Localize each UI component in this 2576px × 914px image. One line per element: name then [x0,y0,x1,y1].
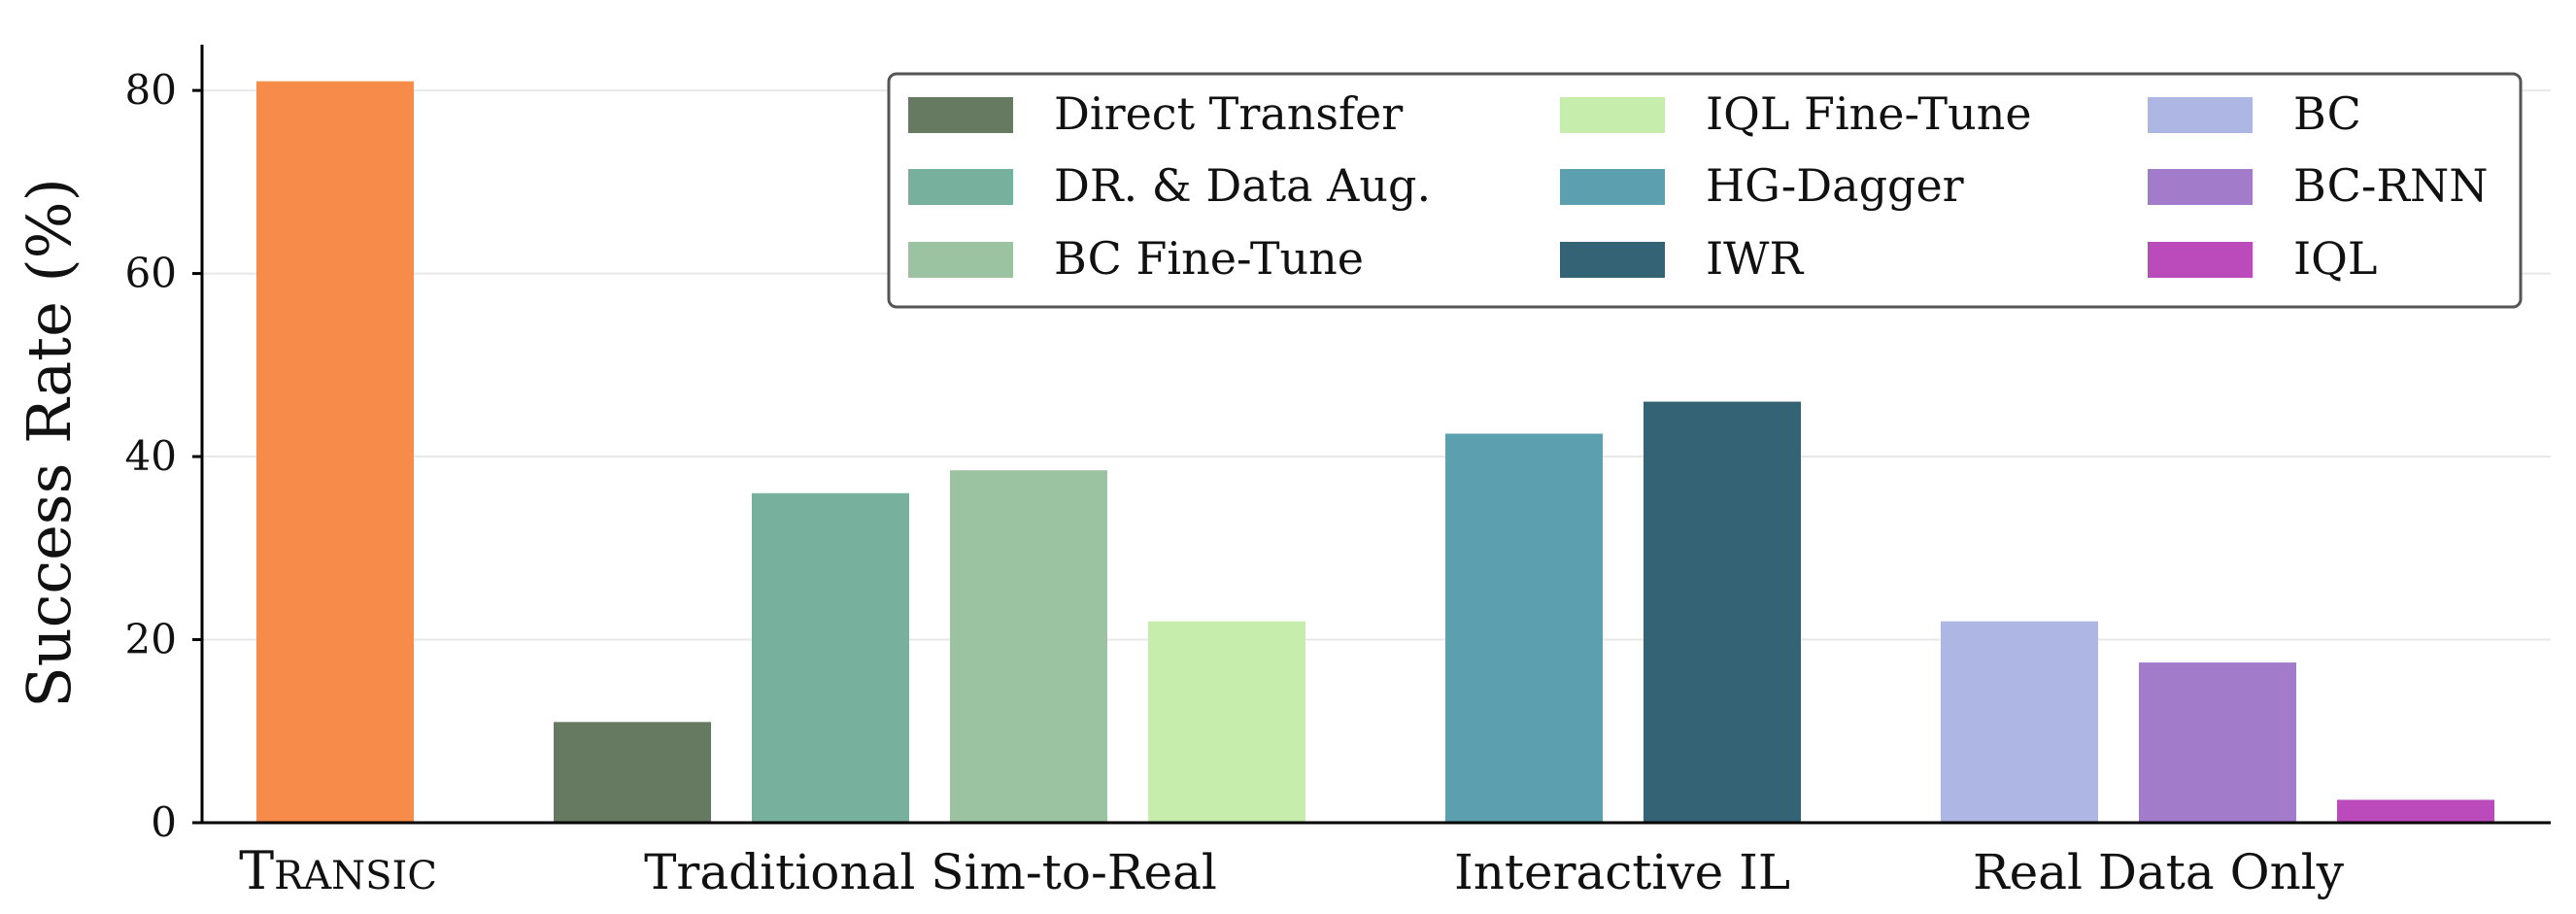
y-axis-label: Success Rate (%) [14,178,85,708]
legend-label-bc-fine-tune: BC Fine-Tune [1054,232,1364,285]
bar-iql [2337,799,2494,823]
legend-swatch-hg-dagger [1560,169,1665,205]
legend-swatch-bc-fine-tune [908,242,1013,278]
legend-label-iwr: IWR [1706,232,1804,285]
legend-swatch-iql [2148,242,2253,278]
category-label: Traditional Sim-to-Real [644,844,1217,900]
bar-iql-fine-tune [1148,621,1305,823]
legend-swatch-iwr [1560,242,1665,278]
legend-label-dr-data-aug: DR. & Data Aug. [1054,159,1431,212]
axes-layer [200,45,2551,825]
y-tick-label: 40 [125,432,177,480]
legend-label-bc-rnn: BC-RNN [2293,159,2489,212]
y-ticks: 0 20 40 60 80 [125,66,202,846]
y-tick-label: 60 [125,250,177,297]
legend-swatch-dr-data-aug [908,169,1013,205]
legend-swatch-bc-rnn [2148,169,2253,205]
bar-bc-rnn [2139,662,2296,823]
y-tick-label: 20 [125,616,177,663]
category-label: TRANSIC [239,840,437,901]
bar-bc-fine-tune [950,470,1107,823]
bar-direct-transfer [554,722,711,823]
bar-transic [256,81,414,824]
bars-layer [256,81,2494,824]
y-tick-label: 0 [151,798,177,846]
y-tick-label: 80 [125,66,177,114]
legend-label-iql-fine-tune: IQL Fine-Tune [1706,87,2032,140]
x-category-labels: TRANSIC Traditional Sim-to-Real Interactiv… [239,840,2345,901]
legend-swatch-iql-fine-tune [1560,97,1665,133]
category-label: Interactive IL [1454,844,1790,900]
legend-swatch-bc [2148,97,2253,133]
bar-bc [1941,621,2098,823]
category-label: Real Data Only [1973,844,2345,900]
legend-label-direct-transfer: Direct Transfer [1054,87,1403,140]
bar-dr-data-aug [752,492,909,823]
legend: Direct Transfer DR. & Data Aug. BC Fine-Tu… [887,72,2523,309]
bar-hg-dagger [1445,433,1603,823]
legend-swatch-direct-transfer [908,97,1013,133]
legend-label-hg-dagger: HG-Dagger [1706,159,1964,212]
legend-label-bc: BC [2293,87,2361,140]
legend-label-iql: IQL [2293,232,2377,285]
legend-frame [887,72,2523,309]
bar-iwr [1644,401,1801,823]
